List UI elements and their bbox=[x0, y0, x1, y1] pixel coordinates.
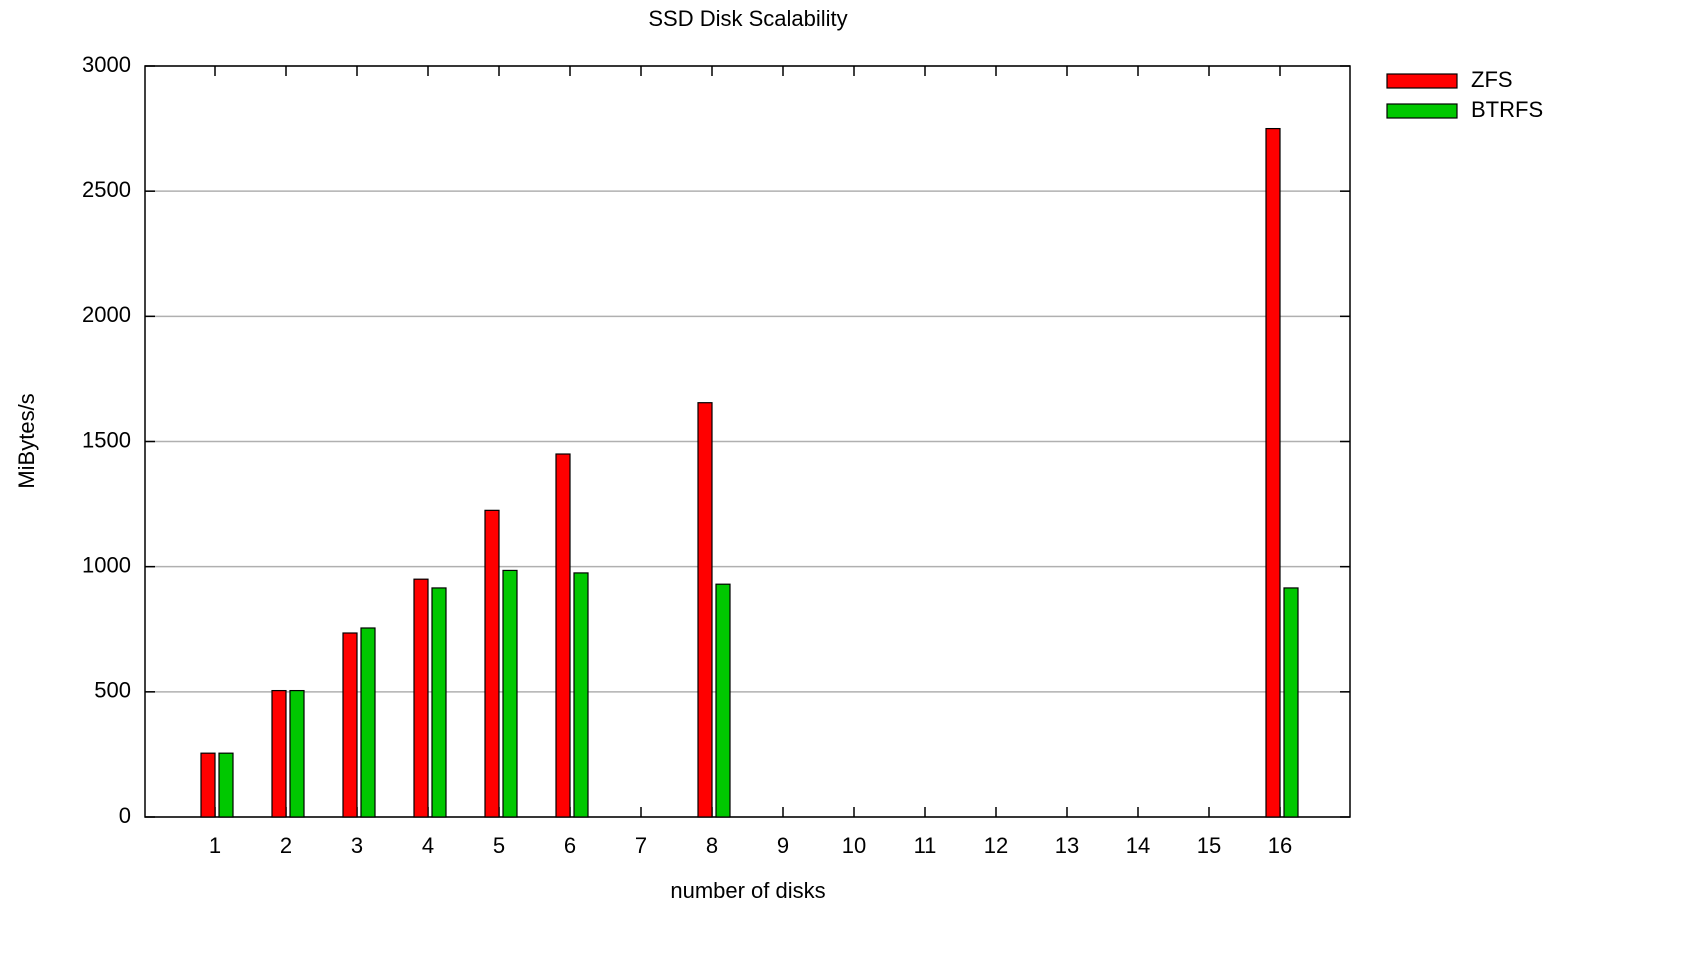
legend-label: ZFS bbox=[1471, 67, 1513, 92]
x-tick-label: 7 bbox=[635, 833, 647, 858]
bar bbox=[573, 572, 589, 818]
bar bbox=[431, 587, 447, 818]
legend-swatch bbox=[1386, 103, 1458, 119]
legend-swatch bbox=[1386, 73, 1458, 89]
y-axis-label: MiBytes/s bbox=[14, 393, 39, 488]
bar bbox=[271, 689, 287, 818]
x-tick-label: 1 bbox=[209, 833, 221, 858]
x-tick-label: 5 bbox=[493, 833, 505, 858]
y-tick-label: 2000 bbox=[82, 302, 131, 327]
x-tick-label: 13 bbox=[1055, 833, 1079, 858]
y-tick-label: 1500 bbox=[82, 427, 131, 452]
x-tick-label: 8 bbox=[706, 833, 718, 858]
bar bbox=[1265, 127, 1281, 818]
chart-title: SSD Disk Scalability bbox=[648, 6, 847, 31]
bar bbox=[1283, 587, 1299, 818]
x-tick-label: 15 bbox=[1197, 833, 1221, 858]
x-tick-label: 10 bbox=[842, 833, 866, 858]
bar bbox=[218, 752, 234, 818]
bar bbox=[200, 752, 216, 818]
x-tick-label: 3 bbox=[351, 833, 363, 858]
legend-label: BTRFS bbox=[1471, 97, 1543, 122]
bar bbox=[484, 509, 500, 818]
bar bbox=[360, 627, 376, 818]
y-tick-label: 500 bbox=[94, 678, 131, 703]
bar bbox=[555, 453, 571, 818]
bar bbox=[413, 578, 429, 818]
bar bbox=[342, 632, 358, 818]
bar bbox=[289, 689, 305, 818]
x-tick-label: 16 bbox=[1268, 833, 1292, 858]
y-tick-label: 1000 bbox=[82, 552, 131, 577]
y-tick-label: 2500 bbox=[82, 177, 131, 202]
x-tick-label: 14 bbox=[1126, 833, 1150, 858]
bar bbox=[697, 402, 713, 818]
bar bbox=[715, 583, 731, 818]
plot-frame bbox=[144, 65, 1351, 818]
y-tick-label: 3000 bbox=[82, 52, 131, 77]
x-tick-label: 11 bbox=[914, 833, 937, 858]
x-tick-label: 6 bbox=[564, 833, 576, 858]
x-axis-label: number of disks bbox=[670, 878, 825, 903]
y-tick-label: 0 bbox=[119, 803, 131, 828]
x-tick-label: 4 bbox=[422, 833, 434, 858]
x-tick-label: 2 bbox=[280, 833, 292, 858]
bar bbox=[502, 569, 518, 818]
x-tick-label: 12 bbox=[984, 833, 1008, 858]
x-tick-label: 9 bbox=[777, 833, 789, 858]
